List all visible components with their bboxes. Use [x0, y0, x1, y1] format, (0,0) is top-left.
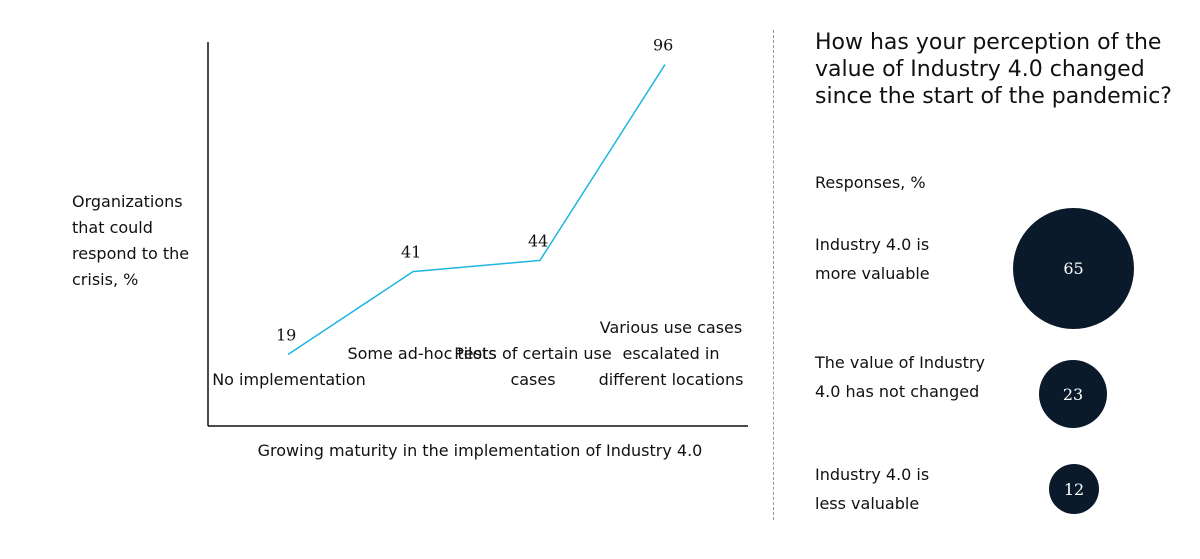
line-chart: 19 41 44 96	[207, 36, 748, 427]
x-tick-label-2: Some ad-hoc tests	[347, 344, 497, 363]
response-bubble-1: 65	[1013, 208, 1134, 329]
survey-question-title: How has your perception of the value of …	[815, 30, 1172, 109]
x-tick-label-4: Various use cases escalated in different…	[598, 318, 744, 389]
data-label-4: 96	[653, 36, 673, 55]
response-bubble-3: 12	[1049, 464, 1099, 514]
x-tick-label-3: Pilots of certain use cases	[454, 344, 612, 389]
response-label-1: Industry 4.0 is more valuable	[815, 235, 930, 283]
y-axis-label: Organizations that could respond to the …	[72, 192, 190, 289]
data-labels: 19 41 44 96	[276, 36, 673, 345]
dashed-divider	[773, 30, 774, 520]
response-label-3: Industry 4.0 is less valuable	[815, 465, 930, 513]
x-axis-title: Growing maturity in the implementation o…	[257, 441, 703, 460]
series-line	[287, 64, 666, 356]
response-label-2: The value of Industry 4.0 has not change…	[815, 353, 985, 401]
responses-label: Responses, %	[815, 173, 926, 192]
response-bubble-2: 23	[1039, 360, 1107, 428]
data-label-1: 19	[276, 325, 296, 344]
x-tick-label-1: No implementation	[212, 370, 366, 389]
data-label-2: 41	[401, 243, 421, 262]
data-label-3: 44	[528, 231, 548, 250]
